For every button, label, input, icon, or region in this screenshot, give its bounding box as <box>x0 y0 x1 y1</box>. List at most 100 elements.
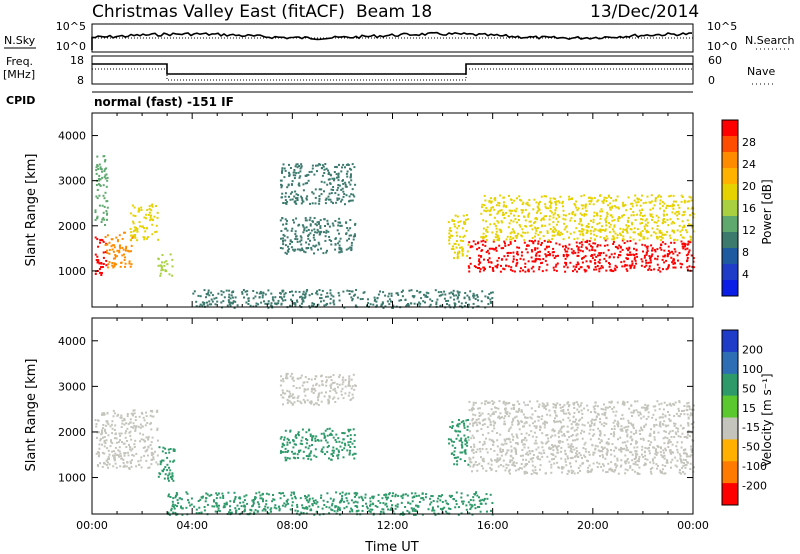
colorbar-swatch <box>722 152 738 169</box>
velocity-echo-region <box>467 400 695 475</box>
colorbar-swatch <box>722 264 738 281</box>
power-echo-region <box>467 239 695 273</box>
colorbar-tick-label: 12 <box>742 224 756 237</box>
x-tick-label: 04:00 <box>176 519 208 532</box>
velocity-ylabel: Slant Range [km] <box>24 359 39 472</box>
x-tick-label: 00:00 <box>76 519 108 532</box>
nsearch-label: N.Search <box>745 34 795 47</box>
colorbar-swatch <box>722 168 738 185</box>
colorbar-swatch <box>722 120 738 137</box>
velocity-panel-frame <box>91 317 694 515</box>
nsearch-tick-bottom: 10^0 <box>707 40 737 53</box>
power-echo-region <box>157 253 174 277</box>
colorbar-tick-label: 28 <box>742 136 756 149</box>
freq-tick-top: 18 <box>70 54 84 67</box>
colorbar-tick-label: 8 <box>742 246 749 259</box>
nsky-label: N.Sky <box>4 34 36 47</box>
colorbar-swatch <box>722 373 738 397</box>
y-tick-label: 2000 <box>58 220 86 233</box>
power-echo-region <box>279 216 357 255</box>
x-tick-label: 08:00 <box>276 519 308 532</box>
y-tick-label: 4000 <box>58 130 86 143</box>
colorbar-frame <box>721 119 739 297</box>
xaxis-label: Time UT <box>364 540 418 554</box>
velocity-echo-region <box>94 409 159 471</box>
cpid-label: CPID <box>6 94 35 107</box>
freq-label: Freq. <box>6 55 33 68</box>
nave-tick-top: 60 <box>708 54 722 67</box>
velocity-echo-region <box>157 446 176 482</box>
beam-label: Beam 18 <box>356 2 432 22</box>
y-tick-label: 3000 <box>58 175 86 188</box>
velocity-echo-region <box>279 372 357 406</box>
power-echo-region <box>447 214 470 260</box>
power-colorbar-label: Power [dB] <box>760 179 774 244</box>
velocity-echo-region <box>279 427 357 462</box>
power-echo-region <box>480 194 695 242</box>
colorbar-swatch <box>722 439 738 462</box>
power-echo-region <box>192 289 494 309</box>
colorbar-tick-label: 24 <box>742 158 756 171</box>
colorbar-swatch <box>722 232 738 249</box>
power-echo-region <box>279 163 357 206</box>
colorbar-swatch <box>722 184 738 201</box>
y-tick-label: 4000 <box>58 335 86 348</box>
colorbar-tick-label: -15 <box>742 421 760 434</box>
colorbar-tick-label: 4 <box>742 268 749 281</box>
velocity-panel: 1000 2000 3000 4000 00:00 04:00 08:00 12:00 16:0… <box>58 317 709 532</box>
colorbar-swatch <box>722 417 738 440</box>
colorbar-tick-label: 50 <box>742 382 756 395</box>
x-tick-label: 12:00 <box>377 519 409 532</box>
colorbar-swatch <box>722 136 738 153</box>
x-tick-label: 00:00 <box>677 519 709 532</box>
colorbar-tick-label: 200 <box>742 343 763 356</box>
power-colorbar: 28 24 20 16 12 8 4 <box>721 119 756 297</box>
freq-series-line <box>92 63 693 75</box>
nsearch-tick-top: 10^5 <box>707 20 737 33</box>
colorbar-swatch <box>722 461 738 484</box>
x-tick-label: 20:00 <box>577 519 609 532</box>
colorbar-tick-label: -50 <box>742 441 760 454</box>
nave-tick-bottom: 0 <box>708 74 715 87</box>
colorbar-swatch <box>722 248 738 265</box>
colorbar-swatch <box>722 200 738 217</box>
nsky-series-line <box>91 31 693 50</box>
y-tick-label: 3000 <box>58 380 86 393</box>
colorbar-swatch <box>722 330 738 353</box>
colorbar-tick-label: 16 <box>742 202 756 215</box>
colorbar-tick-label: 20 <box>742 180 756 193</box>
y-tick-label: 1000 <box>58 265 86 278</box>
power-echo-region <box>129 203 160 242</box>
power-echo-region <box>94 236 108 276</box>
power-panel-frame <box>91 112 694 308</box>
velocity-colorbar-label: Velocity [m s⁻¹] <box>760 373 774 466</box>
nsky-tick-bottom: 10^0 <box>56 40 86 53</box>
colorbar-frame <box>721 329 739 506</box>
colorbar-tick-label: -100 <box>742 460 767 473</box>
nsky-tick-top: 10^5 <box>56 20 86 33</box>
colorbar-swatch <box>722 395 738 418</box>
y-tick-label: 2000 <box>58 426 86 439</box>
colorbar-swatch <box>722 216 738 233</box>
freq-tick-bottom: 8 <box>77 74 84 87</box>
nave-label: Nave <box>747 65 775 78</box>
velocity-echo-region <box>447 419 470 466</box>
colorbar-swatch <box>722 483 738 506</box>
power-echo-region <box>94 155 109 226</box>
chart-title: Christmas Valley East (fitACF) <box>92 2 345 22</box>
freq-unit-label: [MHz] <box>3 68 35 81</box>
power-ylabel: Slant Range [km] <box>24 154 39 267</box>
y-tick-label: 1000 <box>58 472 86 485</box>
x-tick-label: 16:00 <box>477 519 509 532</box>
colorbar-tick-label: -200 <box>742 480 767 493</box>
colorbar-tick-label: 100 <box>742 363 763 376</box>
power-echo-region <box>104 231 134 269</box>
freq-panel-frame <box>91 55 694 85</box>
colorbar-swatch <box>722 280 738 297</box>
velocity-echo-region <box>167 491 494 516</box>
velocity-colorbar: 200 100 50 15 -15 -50 -100 -200 <box>721 329 767 506</box>
date-label: 13/Dec/2014 <box>590 2 699 22</box>
cpid-value: normal (fast) -151 IF <box>94 95 234 109</box>
power-panel: 1000 2000 3000 4000 <box>58 112 695 309</box>
